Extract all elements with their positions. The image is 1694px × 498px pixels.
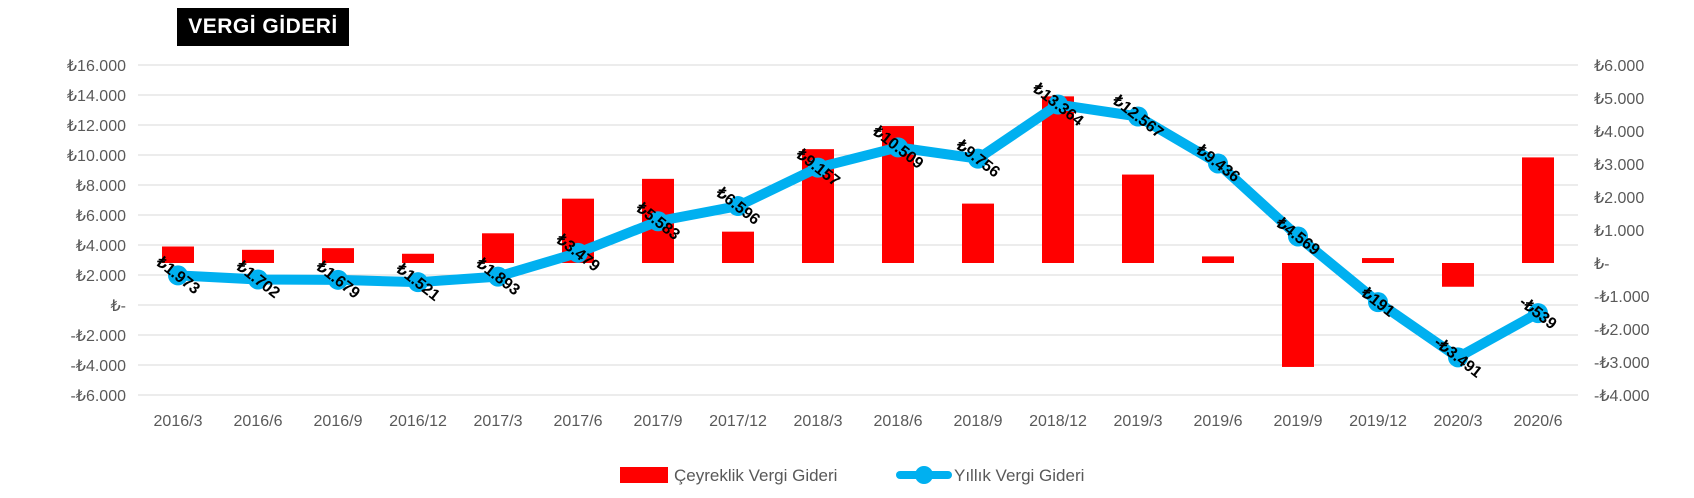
bar (722, 231, 754, 263)
left-tick-label: ₺10.000 (67, 148, 126, 165)
x-tick-label: 2016/3 (154, 413, 203, 430)
left-tick-label: ₺12.000 (67, 118, 126, 135)
x-tick-label: 2016/6 (234, 413, 283, 430)
bar (1042, 96, 1074, 263)
bar (322, 248, 354, 263)
left-tick-label: -₺4.000 (70, 358, 126, 375)
right-tick-label: ₺- (1594, 256, 1610, 273)
line-point (968, 148, 988, 169)
data-label: ₺9.436 (1192, 141, 1243, 186)
bar (1122, 174, 1154, 263)
left-tick-label: -₺6.000 (70, 388, 126, 405)
left-tick-label: ₺8.000 (76, 178, 126, 195)
legend-bar-swatch (620, 467, 668, 483)
line-point (168, 265, 188, 286)
bar (1202, 256, 1234, 263)
line-point (728, 196, 748, 217)
line-point (1208, 153, 1228, 174)
line-point (488, 266, 508, 287)
bar (962, 203, 994, 263)
line-point (408, 272, 428, 293)
chart-title: VERGİ GİDERİ (177, 8, 349, 46)
right-axis: ₺6.000 ₺5.000 ₺4.000 ₺3.000 ₺2.000 ₺1.000 ₺- -₺… (1594, 58, 1650, 405)
line-point (1448, 347, 1468, 368)
left-tick-label: ₺16.000 (67, 58, 126, 75)
bar (1522, 157, 1554, 263)
line-point (1288, 226, 1308, 247)
right-tick-label: -₺2.000 (1594, 322, 1650, 339)
left-tick-label: ₺6.000 (76, 208, 126, 225)
bar (402, 253, 434, 263)
legend-label: Yıllık Vergi Gideri (954, 466, 1084, 485)
x-tick-label: 2019/3 (1114, 413, 1163, 430)
x-axis: 2016/3 2016/6 2016/9 2016/12 2017/3 2017/6 201… (154, 413, 1563, 430)
bar (482, 233, 514, 263)
right-tick-label: ₺1.000 (1594, 223, 1644, 240)
right-tick-label: ₺6.000 (1594, 58, 1644, 75)
line-point (568, 242, 588, 263)
line-point (1048, 94, 1068, 115)
right-tick-label: ₺3.000 (1594, 157, 1644, 174)
x-tick-label: 2016/9 (314, 413, 363, 430)
x-tick-label: 2019/6 (1194, 413, 1243, 430)
legend-line-marker (915, 466, 933, 484)
x-tick-label: 2019/9 (1274, 413, 1323, 430)
line-point (328, 269, 348, 290)
x-tick-label: 2016/12 (389, 413, 447, 430)
x-tick-label: 2020/6 (1514, 413, 1563, 430)
series-line (173, 99, 1543, 363)
x-tick-label: 2020/3 (1434, 413, 1483, 430)
x-tick-label: 2017/9 (634, 413, 683, 430)
line-point (888, 137, 908, 158)
line-point (1368, 292, 1388, 313)
x-tick-label: 2018/3 (794, 413, 843, 430)
data-label: -₺3.491 (1431, 334, 1485, 382)
x-tick-label: 2017/3 (474, 413, 523, 430)
bar-series (162, 96, 1554, 367)
line-point (1528, 303, 1548, 324)
data-label: ₺4.569 (1272, 214, 1323, 259)
right-tick-label: ₺5.000 (1594, 91, 1644, 108)
right-tick-label: -₺1.000 (1594, 289, 1650, 306)
left-tick-label: ₺- (110, 298, 126, 315)
legend: Çeyreklik Vergi Gideri Yıllık Vergi Gider… (620, 466, 1084, 485)
bar (162, 246, 194, 263)
left-tick-label: ₺2.000 (76, 268, 126, 285)
bar (1362, 258, 1394, 263)
bar (242, 249, 274, 263)
bar (1442, 263, 1474, 287)
line-point (248, 269, 268, 290)
left-tick-label: ₺14.000 (67, 88, 126, 105)
left-axis: ₺16.000 ₺14.000 ₺12.000 ₺10.000 ₺8.000 ₺6.000… (67, 58, 126, 405)
x-tick-label: 2018/6 (874, 413, 923, 430)
line-point (1128, 106, 1148, 127)
right-tick-label: ₺4.000 (1594, 124, 1644, 141)
line-point (808, 157, 828, 178)
left-tick-label: ₺4.000 (76, 238, 126, 255)
gridlines (138, 64, 1578, 396)
right-tick-label: -₺3.000 (1594, 355, 1650, 372)
right-tick-label: -₺4.000 (1594, 388, 1650, 405)
x-tick-label: 2018/12 (1029, 413, 1087, 430)
line-point (648, 211, 668, 232)
x-tick-label: 2017/12 (709, 413, 767, 430)
x-tick-label: 2017/6 (554, 413, 603, 430)
line-series (168, 94, 1548, 368)
legend-label: Çeyreklik Vergi Gideri (674, 466, 837, 485)
x-tick-label: 2018/9 (954, 413, 1003, 430)
left-tick-label: -₺2.000 (70, 328, 126, 345)
bar (1282, 263, 1314, 367)
x-tick-label: 2019/12 (1349, 413, 1407, 430)
right-tick-label: ₺2.000 (1594, 190, 1644, 207)
